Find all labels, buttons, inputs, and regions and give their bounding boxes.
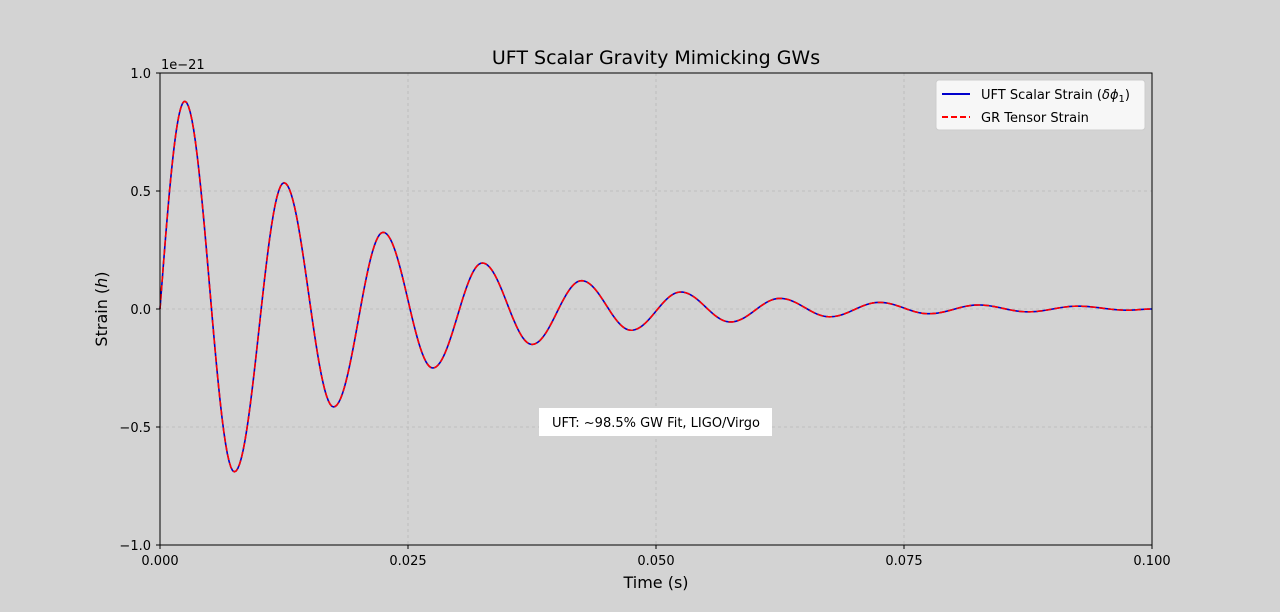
y-tick-label: 0.5 (130, 185, 151, 200)
y-axis-label-var: h (92, 278, 111, 288)
y-axis-label-suffix: ) (92, 271, 111, 277)
y-offset-label: 1e−21 (161, 58, 205, 73)
axis-ticks: 0.000 0.025 0.050 0.075 0.100 −1.0 −0.5 0.0 0.5 1… (119, 67, 1170, 569)
y-tick-label: −1.0 (119, 539, 151, 554)
x-tick-label: 0.100 (1133, 554, 1170, 569)
x-axis-label: Time (s) (622, 573, 688, 592)
chart-title: UFT Scalar Gravity Mimicking GWs (492, 47, 820, 69)
annotation: UFT: ~98.5% GW Fit, LIGO/Virgo (539, 408, 772, 436)
legend: UFT Scalar Strain (δϕ1) GR Tensor Strain (935, 79, 1146, 131)
x-tick-label: 0.000 (141, 554, 178, 569)
legend-label-uft-sub: 1 (1119, 94, 1125, 105)
legend-label-uft-math: δϕ (1102, 88, 1119, 103)
y-axis-label: Strain (h) (92, 271, 111, 346)
annotation-text: UFT: ~98.5% GW Fit, LIGO/Virgo (552, 416, 760, 431)
line-gr-tensor-strain (159, 100, 1152, 473)
x-tick-label: 0.025 (389, 554, 426, 569)
y-tick-label: −0.5 (119, 421, 151, 436)
y-tick-label: 1.0 (130, 67, 151, 82)
x-tick-label: 0.075 (885, 554, 922, 569)
legend-label-gr: GR Tensor Strain (981, 111, 1089, 126)
y-axis-label-prefix: Strain ( (92, 288, 111, 347)
y-tick-label: 0.0 (130, 303, 151, 318)
legend-label-uft-prefix: UFT Scalar Strain ( (981, 88, 1102, 103)
series-lines (159, 100, 1152, 473)
legend-label-uft: UFT Scalar Strain (δϕ1) (981, 88, 1130, 105)
x-tick-label: 0.050 (637, 554, 674, 569)
legend-box (935, 79, 1146, 131)
legend-label-uft-suffix: ) (1125, 88, 1130, 103)
annotation-box (539, 408, 772, 436)
